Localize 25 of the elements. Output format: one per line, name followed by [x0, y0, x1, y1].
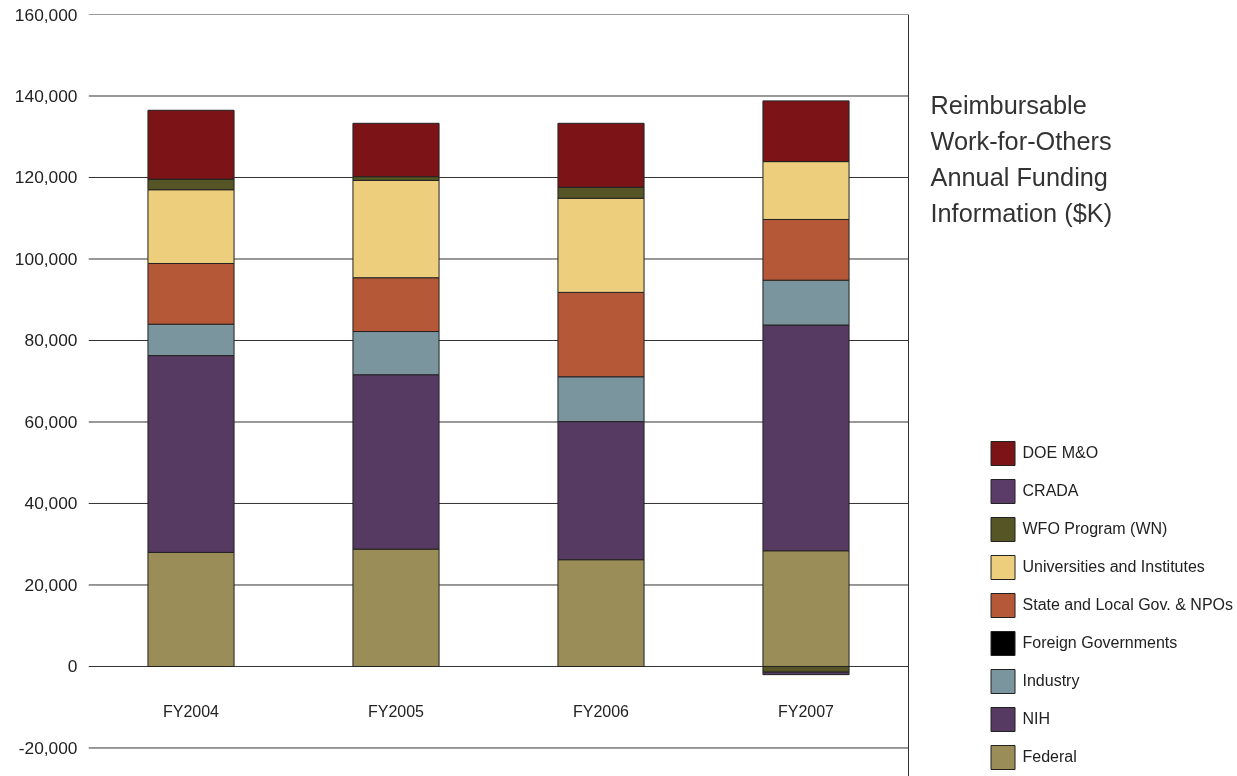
legend-label: Industry: [1022, 672, 1080, 690]
x-tick-label: FY2006: [572, 702, 630, 720]
y-tick-label: 120,000: [14, 167, 78, 188]
x-tick-label: FY2007: [777, 702, 835, 720]
y-tick-label: 140,000: [14, 86, 78, 106]
legend-label: WFO Program (WN): [1022, 520, 1168, 538]
legend-label: Universities and Institutes: [1022, 558, 1205, 576]
x-tick-label: FY2004: [162, 702, 220, 720]
y-tick-label: 40,000: [24, 493, 78, 514]
x-tick-label: FY2005: [367, 702, 425, 720]
y-tick-label: 100,000: [14, 248, 78, 269]
y-tick-label: 60,000: [24, 411, 78, 432]
y-tick-label: 160,000: [14, 4, 78, 25]
legend-label: State and Local Gov. & NPOs: [1022, 596, 1233, 614]
legend-label: DOE M&O: [1022, 444, 1099, 462]
text: Reimbursable Work-for-Others Annual Funding Information ($K): [930, 90, 1113, 227]
legend-label: NIH: [1022, 710, 1051, 728]
bar: [352, 122, 440, 178]
y-tick-label: 0: [67, 656, 78, 677]
legend-label: CRADA: [1022, 482, 1079, 500]
legend-label: Federal: [1022, 748, 1077, 766]
y-tick-label: -20,000: [18, 737, 78, 758]
y-tick-label: 20,000: [24, 574, 78, 595]
y-tick-label: 80,000: [24, 330, 78, 351]
legend-label: Foreign Governments: [1022, 634, 1178, 652]
